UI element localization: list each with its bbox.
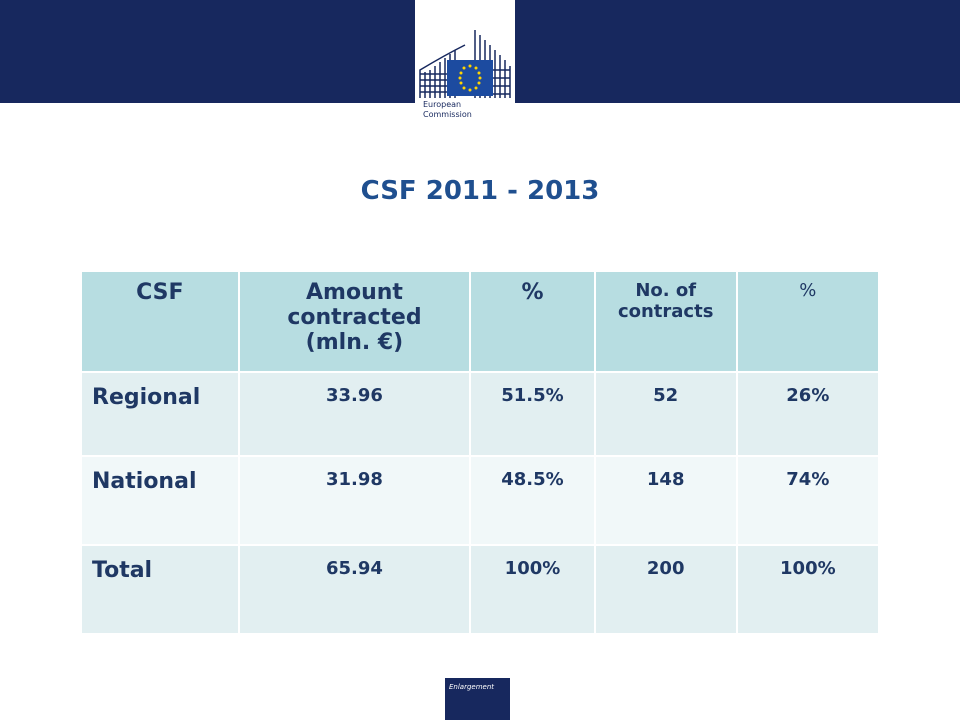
footer-label: Enlargement [449, 683, 495, 691]
table-cell: 200 [593, 544, 738, 635]
row-label: Regional [80, 371, 240, 457]
header-cell: % [469, 270, 596, 373]
table-cell: 48.5% [469, 455, 596, 546]
table-row: Total 65.94 100% 200 100% [80, 544, 881, 635]
header-cell: % [735, 270, 881, 373]
table-cell: 51.5% [469, 371, 596, 457]
table-cell: 33.96 [237, 371, 472, 457]
header-row: CSF Amount contracted (mln. €) % No. of … [80, 270, 881, 373]
logo-line: Commission [423, 110, 472, 119]
row-label: National [80, 455, 240, 546]
logo-text: European Commission [423, 100, 472, 120]
table-cell: 31.98 [237, 455, 472, 546]
logo: European Commission [415, 0, 515, 135]
header-cell: CSF [80, 270, 240, 373]
table-cell: 65.94 [237, 544, 472, 635]
table-cell: 52 [593, 371, 738, 457]
header-cell: Amount contracted (mln. €) [237, 270, 472, 373]
table-cell: 100% [735, 544, 881, 635]
row-label: Total [80, 544, 240, 635]
table-cell: 148 [593, 455, 738, 546]
table-row: National 31.98 48.5% 148 74% [80, 455, 881, 546]
header-cell: No. of contracts [593, 270, 738, 373]
table-cell: 26% [735, 371, 881, 457]
table-row: Regional 33.96 51.5% 52 26% [80, 371, 881, 457]
table-cell: 74% [735, 455, 881, 546]
slide-title: CSF 2011 - 2013 [360, 176, 600, 206]
table-cell: 100% [469, 544, 596, 635]
logo-graphic [419, 30, 511, 98]
logo-line: European [423, 100, 462, 109]
data-table: CSF Amount contracted (mln. €) % No. of … [80, 270, 881, 635]
footer-badge: Enlargement [445, 678, 510, 720]
